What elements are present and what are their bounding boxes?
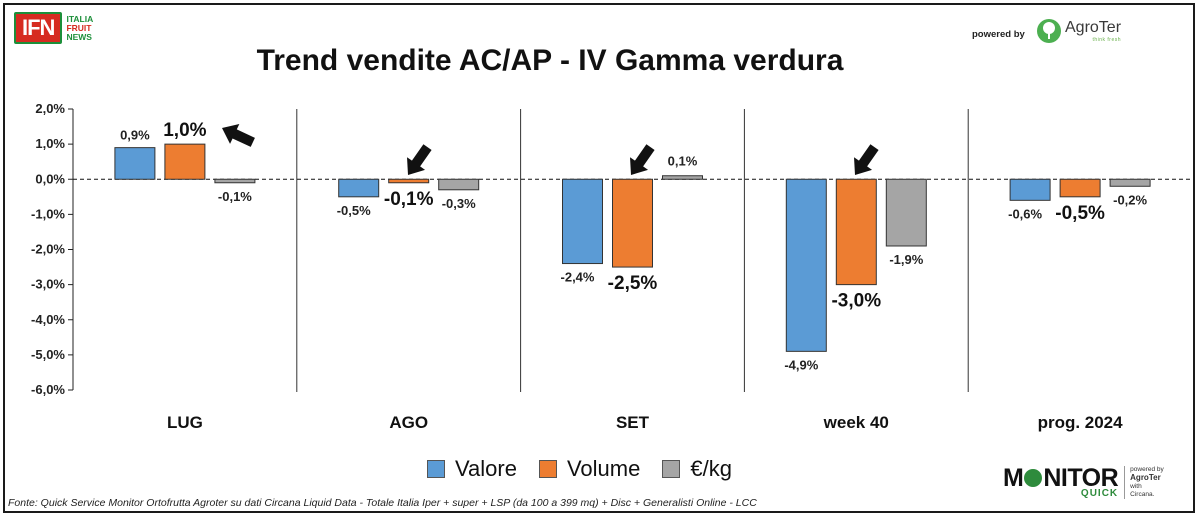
data-label: 0,9% [120, 128, 150, 143]
data-label: -0,1% [218, 189, 252, 204]
monitor-side-credit: powered by AgroTer with Circana. [1124, 466, 1164, 499]
labels-layer: 0,9% 1,0% -0,1% -0,5% -0,1% -0,3% -2,4% -2,5% 0,… [120, 120, 1147, 372]
data-label: -2,4% [561, 270, 595, 285]
monitor-o-icon [1024, 468, 1043, 487]
chart-title: Trend vendite AC/AP - IV Gamma verdura [256, 44, 844, 77]
monitor-quick-label: QUICK [1080, 487, 1119, 499]
legend-swatch-volume [538, 460, 557, 478]
category-label: SET [616, 413, 650, 432]
data-label: -0,3% [442, 196, 476, 211]
bar-valore [562, 178, 603, 265]
category-label: AGO [389, 413, 428, 432]
arrow-shape [222, 123, 255, 147]
bar-volume [835, 178, 877, 286]
tree-icon [1037, 19, 1061, 43]
y-tick-label: 0,0% [35, 171, 65, 186]
bar-volume [388, 178, 430, 184]
data-label: -0,1% [384, 189, 434, 210]
legend-label-valore: Valore [455, 456, 517, 481]
bar-valore [114, 147, 156, 180]
bar-valore [785, 178, 827, 352]
legend-item-volume: Volume [538, 456, 641, 482]
data-label: -0,2% [1113, 192, 1147, 207]
y-tick-label: -6,0% [31, 382, 65, 397]
ifn-wordmark: ITALIA FRUIT NEWS [66, 13, 94, 42]
axis-layer: 2,0% 1,0% 0,0% -1,0% -2,0% -3,0% -4,0% -5,0% -6,… [31, 101, 1192, 432]
data-label: -0,5% [337, 203, 371, 218]
arrow-icon [222, 123, 255, 147]
legend-label-volume: Volume [566, 456, 641, 481]
bar-kg [662, 175, 703, 180]
bar-volume [164, 143, 206, 180]
legend-item-valore: Valore [427, 456, 517, 482]
bar-valore [1009, 178, 1051, 201]
agroter-name: AgroTer [1065, 19, 1122, 36]
arrow-icon [407, 144, 432, 175]
legend: Valore Volume €/kg [427, 456, 754, 482]
legend-swatch-eurokg [662, 460, 681, 478]
data-label: -4,9% [784, 357, 818, 372]
bars-layer [114, 143, 1151, 352]
monitor-quick-logo: M NITOR QUICK powered by AgroTer with Cir… [1003, 463, 1164, 499]
bar-kg [214, 178, 256, 184]
bar-kg [1109, 178, 1151, 187]
ifn-logo: IFN ITALIA FRUIT NEWS [14, 12, 93, 44]
category-label: LUG [167, 413, 203, 432]
arrow-shape [407, 144, 432, 175]
y-tick-label: -3,0% [31, 277, 65, 292]
data-label: 0,1% [668, 154, 698, 169]
legend-label-eurokg: €/kg [690, 456, 732, 481]
agroter-logo: AgroTer think fresh [1036, 18, 1121, 44]
arrow-shape [630, 144, 655, 175]
data-label: -0,5% [1055, 203, 1105, 224]
y-tick-label: -2,0% [31, 242, 65, 257]
arrow-icon [630, 144, 655, 175]
legend-item-eurokg: €/kg [662, 456, 732, 482]
y-tick-label: -5,0% [31, 347, 65, 362]
bar-volume [612, 178, 653, 268]
y-tick-label: -4,0% [31, 312, 65, 327]
powered-by-label: powered by [972, 29, 1025, 40]
data-label: -2,5% [608, 273, 658, 294]
arrow-icon [854, 144, 879, 175]
category-label: week 40 [823, 413, 889, 432]
data-label: -3,0% [831, 291, 881, 312]
bar-kg [438, 178, 480, 191]
bar-kg [885, 178, 927, 247]
data-label: -0,6% [1008, 206, 1042, 221]
ifn-mark: IFN [14, 12, 63, 44]
data-label: -1,9% [889, 252, 923, 267]
arrows-layer [222, 123, 879, 175]
data-label: 1,0% [163, 120, 206, 141]
bar-volume [1059, 178, 1101, 198]
arrow-shape [854, 144, 879, 175]
y-tick-label: -1,0% [31, 206, 65, 221]
category-label: prog. 2024 [1038, 413, 1124, 432]
agroter-tagline: think fresh [1092, 37, 1122, 43]
bar-valore [338, 178, 380, 198]
legend-swatch-valore [427, 460, 445, 478]
source-note: Fonte: Quick Service Monitor Ortofrutta … [8, 497, 757, 509]
monitor-wordmark: M NITOR [1003, 463, 1119, 492]
y-tick-label: 2,0% [35, 101, 65, 116]
y-tick-label: 1,0% [35, 136, 65, 151]
